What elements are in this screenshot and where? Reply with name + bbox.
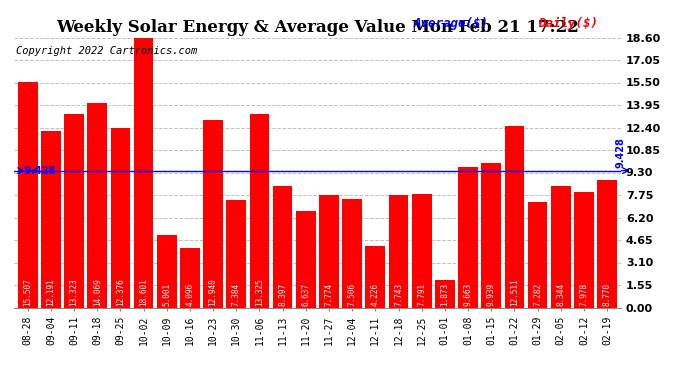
Text: 9.939: 9.939 bbox=[486, 283, 495, 306]
Text: 7.791: 7.791 bbox=[417, 283, 426, 306]
Bar bbox=[64, 114, 84, 308]
Bar bbox=[366, 246, 385, 308]
Title: Weekly Solar Energy & Average Value Mon Feb 21 17:22: Weekly Solar Energy & Average Value Mon … bbox=[56, 19, 579, 36]
Text: 7.506: 7.506 bbox=[348, 283, 357, 306]
Bar bbox=[157, 235, 177, 308]
Bar bbox=[504, 126, 524, 308]
Bar bbox=[180, 248, 200, 308]
Bar bbox=[134, 38, 153, 308]
Text: 5.001: 5.001 bbox=[162, 283, 171, 306]
Bar bbox=[482, 163, 501, 308]
Text: 9.428: 9.428 bbox=[616, 138, 626, 168]
Text: 9.428: 9.428 bbox=[21, 166, 55, 176]
Text: 12.940: 12.940 bbox=[208, 279, 217, 306]
Bar bbox=[435, 280, 455, 308]
Bar bbox=[41, 130, 61, 308]
Text: 8.344: 8.344 bbox=[556, 283, 565, 306]
Text: Copyright 2022 Cartronics.com: Copyright 2022 Cartronics.com bbox=[16, 46, 197, 56]
Bar bbox=[551, 186, 571, 308]
Text: 13.323: 13.323 bbox=[70, 279, 79, 306]
Text: 1.873: 1.873 bbox=[440, 283, 449, 306]
Bar bbox=[412, 194, 431, 308]
Text: 12.191: 12.191 bbox=[46, 279, 55, 306]
Text: 7.282: 7.282 bbox=[533, 283, 542, 306]
Text: Average($): Average($) bbox=[414, 17, 489, 30]
Bar bbox=[598, 180, 617, 308]
Text: 4.226: 4.226 bbox=[371, 283, 380, 306]
Text: 7.774: 7.774 bbox=[324, 283, 333, 306]
Text: 8.770: 8.770 bbox=[602, 283, 611, 306]
Text: 14.069: 14.069 bbox=[92, 279, 101, 306]
Text: 15.507: 15.507 bbox=[23, 279, 32, 306]
Text: 12.376: 12.376 bbox=[116, 279, 125, 306]
Text: 7.978: 7.978 bbox=[580, 283, 589, 306]
Text: 4.096: 4.096 bbox=[186, 283, 195, 306]
Text: 12.511: 12.511 bbox=[510, 279, 519, 306]
Bar bbox=[250, 114, 269, 308]
Bar bbox=[342, 198, 362, 308]
Bar bbox=[204, 120, 223, 308]
Text: 8.397: 8.397 bbox=[278, 283, 287, 306]
Text: 7.384: 7.384 bbox=[232, 283, 241, 306]
Text: 18.601: 18.601 bbox=[139, 279, 148, 306]
Bar bbox=[296, 211, 315, 308]
Text: Daily($): Daily($) bbox=[538, 17, 598, 30]
Bar bbox=[388, 195, 408, 308]
Bar bbox=[88, 103, 107, 308]
Bar bbox=[458, 167, 478, 308]
Text: 6.637: 6.637 bbox=[302, 283, 310, 306]
Text: 13.325: 13.325 bbox=[255, 279, 264, 306]
Bar bbox=[574, 192, 594, 308]
Bar bbox=[18, 82, 37, 308]
Text: 7.743: 7.743 bbox=[394, 283, 403, 306]
Bar bbox=[528, 202, 547, 308]
Bar bbox=[319, 195, 339, 308]
Bar bbox=[110, 128, 130, 308]
Text: 9.663: 9.663 bbox=[464, 283, 473, 306]
Bar bbox=[226, 200, 246, 308]
Bar bbox=[273, 186, 293, 308]
